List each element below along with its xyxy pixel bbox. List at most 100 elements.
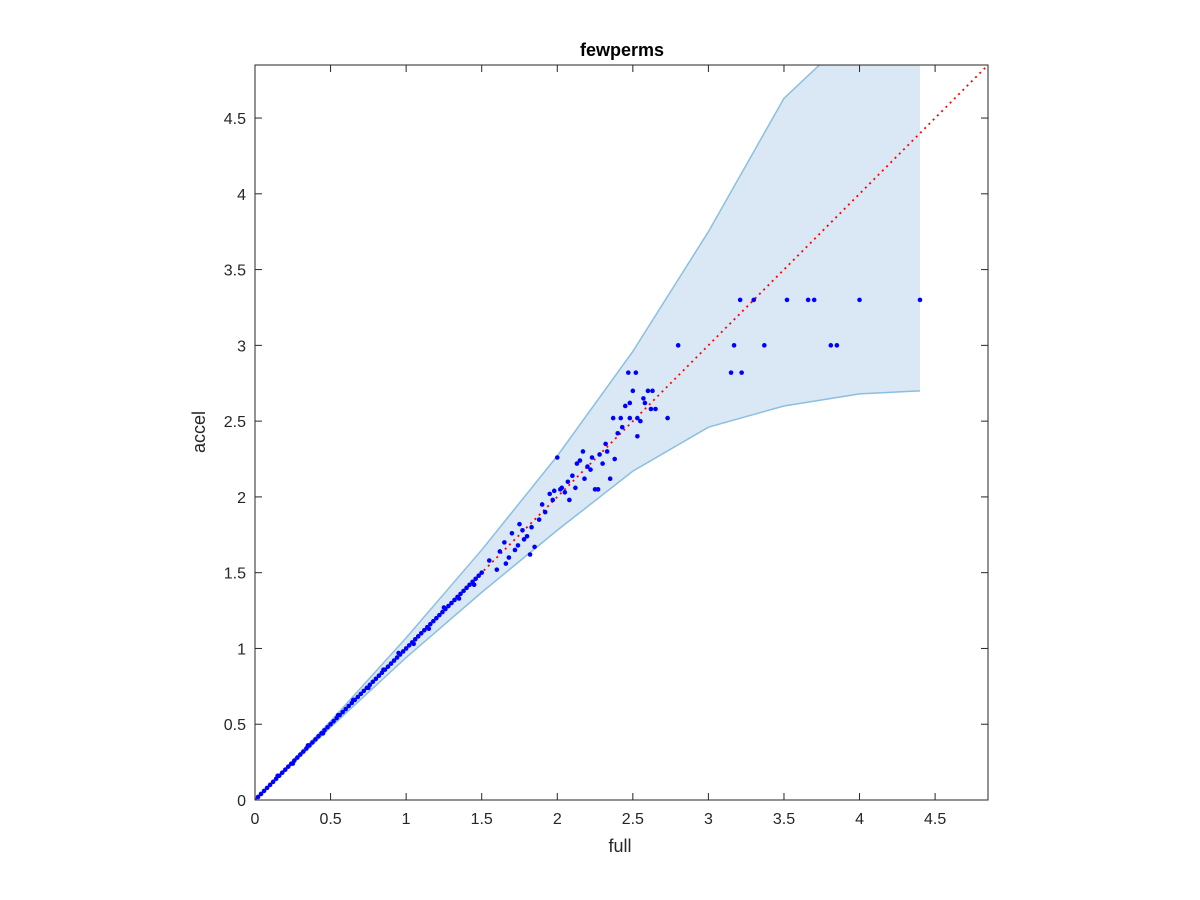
data-point — [279, 770, 285, 776]
y-tick-label: 1 — [237, 641, 246, 658]
data-point — [473, 576, 478, 582]
data-point — [434, 615, 439, 621]
data-point — [285, 764, 291, 769]
data-point — [361, 688, 367, 694]
data-point — [524, 534, 530, 539]
data-point — [458, 591, 463, 597]
x-tick-label: 1.5 — [471, 811, 493, 828]
data-point — [411, 641, 416, 647]
data-point — [346, 703, 352, 709]
data-point — [650, 388, 655, 394]
data-point — [449, 600, 454, 606]
data-point — [737, 297, 743, 303]
data-point — [648, 406, 654, 412]
data-point — [642, 400, 648, 406]
data-point — [282, 767, 288, 772]
data-point — [603, 441, 608, 447]
data-point — [394, 655, 400, 660]
data-point — [452, 597, 457, 603]
data-point — [604, 449, 610, 454]
data-point — [565, 479, 571, 485]
data-point — [828, 343, 834, 348]
y-tick-label: 2.5 — [224, 414, 246, 431]
data-point — [512, 547, 518, 553]
data-point — [547, 491, 553, 497]
data-point — [550, 497, 556, 503]
data-point — [310, 740, 315, 745]
plot-area — [255, 65, 988, 800]
data-point — [622, 403, 628, 409]
data-point — [258, 791, 264, 797]
data-point — [406, 643, 412, 648]
data-point — [615, 430, 621, 436]
data-point — [811, 297, 817, 303]
data-point — [467, 582, 472, 588]
data-point — [542, 509, 548, 515]
data-point — [567, 497, 572, 503]
data-point — [437, 612, 442, 618]
data-point — [415, 634, 421, 639]
data-point — [305, 743, 311, 748]
data-point — [630, 388, 636, 394]
data-point — [290, 761, 296, 766]
data-point — [476, 573, 481, 579]
data-point — [619, 424, 625, 430]
data-point — [633, 370, 639, 375]
data-point — [255, 794, 261, 800]
data-point — [635, 433, 640, 439]
data-point — [612, 456, 617, 462]
data-point — [343, 706, 348, 712]
data-point — [428, 621, 433, 627]
data-point — [551, 488, 557, 494]
y-tick-label: 0.5 — [224, 717, 246, 734]
data-point — [731, 343, 737, 348]
data-point — [570, 473, 575, 478]
data-points — [255, 297, 923, 800]
data-point — [595, 487, 601, 492]
data-point — [506, 555, 512, 560]
data-point — [373, 676, 379, 682]
data-point — [461, 588, 466, 594]
data-point — [412, 637, 418, 642]
data-point — [328, 721, 333, 727]
data-point — [574, 461, 580, 466]
x-axis-ticks: 0 0.5 1 1.5 2 2.5 3 3.5 4 4.5 — [251, 65, 946, 828]
data-point — [340, 709, 345, 715]
data-point — [391, 658, 397, 663]
data-point — [267, 782, 273, 788]
data-point — [471, 582, 477, 588]
data-point — [585, 464, 590, 469]
y-axis-ticks: 0 0.5 1 1.5 2 2.5 3 3.5 4 4.5 — [224, 111, 988, 810]
data-point — [275, 773, 280, 779]
data-point — [532, 544, 537, 550]
identity-reference-line — [255, 65, 988, 800]
data-point — [502, 540, 507, 545]
data-point — [441, 605, 447, 610]
data-point — [497, 549, 503, 554]
data-point — [366, 685, 371, 691]
y-tick-label: 3.5 — [224, 263, 246, 280]
data-point — [298, 752, 303, 757]
data-point — [295, 755, 300, 760]
data-point — [627, 400, 633, 406]
band-lower-edge — [255, 390, 921, 800]
data-point — [313, 737, 318, 742]
y-tick-label: 4.5 — [224, 111, 246, 128]
y-tick-label: 3 — [237, 338, 246, 355]
data-point — [554, 455, 560, 460]
data-point — [751, 297, 757, 303]
data-point — [494, 567, 500, 572]
data-point — [638, 418, 643, 424]
data-point — [739, 370, 744, 375]
band-upper-edge — [255, 65, 821, 800]
data-point — [418, 630, 424, 636]
x-tick-label: 1 — [402, 811, 411, 828]
data-point — [597, 452, 602, 457]
data-point — [515, 543, 521, 548]
data-point — [446, 603, 451, 609]
data-point — [588, 467, 593, 472]
data-point — [641, 396, 646, 401]
data-point — [589, 455, 595, 460]
data-point — [653, 406, 658, 412]
